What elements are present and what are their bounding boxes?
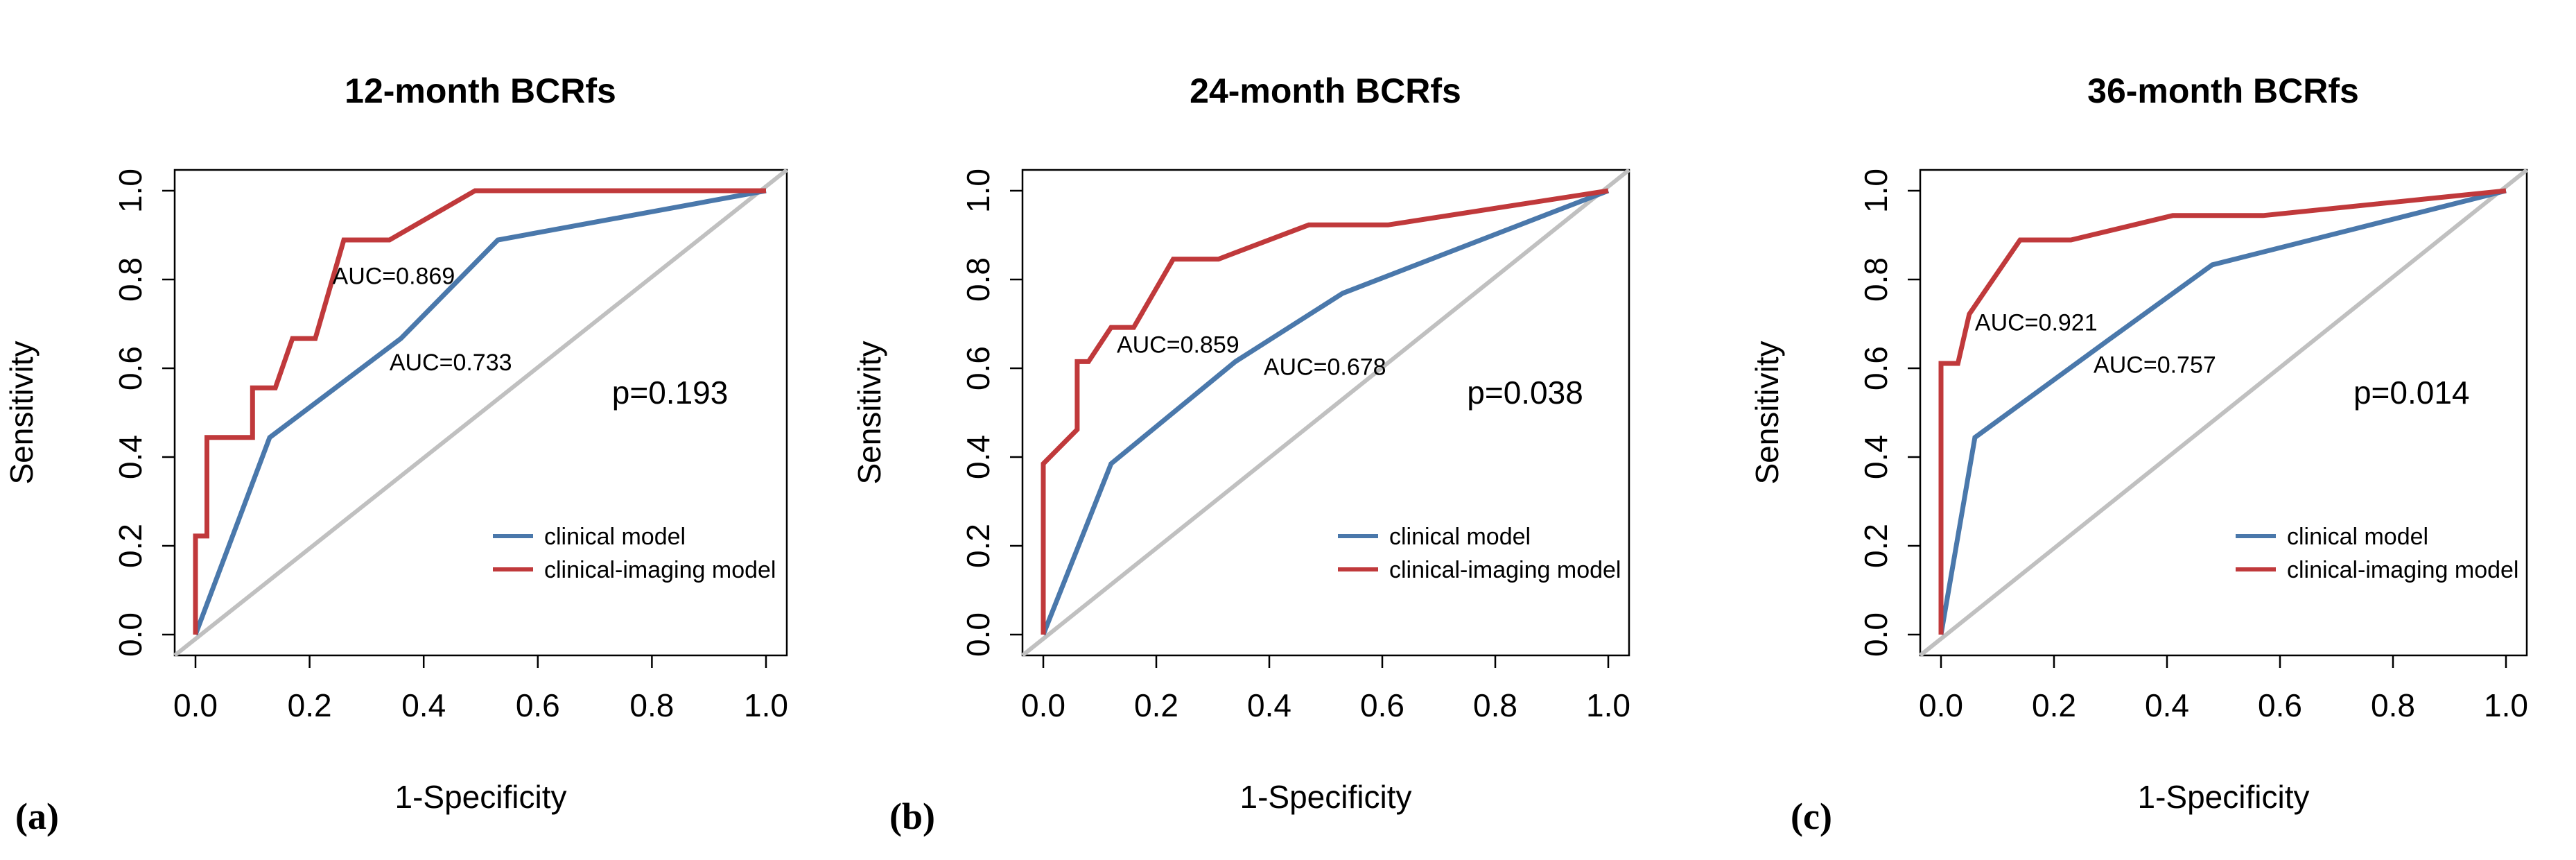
x-tick-label: 0.2 [2032, 687, 2076, 723]
legend-label: clinical model [1389, 524, 1531, 550]
p-value-annotation: p=0.014 [2353, 375, 2470, 411]
x-tick-label: 1.0 [1586, 687, 1630, 723]
auc-annotation: AUC=0.678 [1264, 354, 1386, 381]
y-tick-label: 1.0 [112, 169, 148, 213]
roc-panel-3: 36-month BCRfs 0.0 0.2 0.4 0.6 0.8 1.0 0.0 0.2 0.… [1749, 71, 2528, 837]
auc-annotation: AUC=0.733 [390, 350, 512, 376]
x-tick-label: 0.6 [1360, 687, 1404, 723]
chart-title: 24-month BCRfs [1190, 71, 1461, 110]
x-tick-label: 0.2 [1134, 687, 1178, 723]
roc-curve-clinical [1041, 188, 1610, 636]
plot-frame [1021, 169, 1630, 657]
y-axis-label: Sensitivity [1749, 341, 1785, 484]
y-tick-label: 0.6 [1858, 346, 1894, 390]
plot-frame [1919, 169, 2528, 657]
y-tick-label: 0.4 [112, 435, 148, 479]
roc-panel-1: 12-month BCRfs 0.0 0.2 0.4 0.6 0.8 1.0 0.0 0.2 0.… [3, 71, 788, 837]
y-tick-label: 0.4 [1858, 435, 1894, 479]
y-tick-label: 1.0 [1858, 169, 1894, 213]
roc-curve-clinical-imaging [193, 188, 766, 635]
x-axis-label: 1-Specificity [395, 779, 567, 815]
x-tick-label: 0.8 [1473, 687, 1517, 723]
y-tick-label: 0.8 [960, 257, 996, 302]
y-tick-label: 0.0 [1858, 612, 1894, 657]
x-tick-label: 0.0 [1021, 687, 1065, 723]
roc-curve-clinical [1938, 188, 2507, 635]
auc-annotation: AUC=0.859 [1117, 332, 1239, 359]
y-tick-label: 0.2 [1858, 524, 1894, 568]
p-value-annotation: p=0.193 [612, 375, 729, 411]
x-tick-label: 0.4 [401, 687, 446, 723]
panel-letter: (c) [1791, 796, 1832, 837]
y-tick-label: 0.0 [112, 612, 148, 657]
y-tick-label: 0.0 [960, 612, 996, 657]
auc-annotation: AUC=0.757 [2094, 352, 2216, 378]
y-tick-label: 0.8 [1858, 257, 1894, 302]
roc-curve-clinical-imaging [1938, 188, 2507, 635]
roc-panel-2: 24-month BCRfs 0.0 0.2 0.4 0.6 0.8 1.0 0.0 0.2 0.… [851, 71, 1630, 837]
reference-diagonal [173, 168, 788, 657]
x-axis-label: 1-Specificity [1240, 779, 1412, 815]
y-axis-label: Sensitivity [851, 341, 887, 484]
x-tick-label: 0.6 [516, 687, 560, 723]
legend-label: clinical model [544, 524, 686, 550]
x-tick-label: 0.8 [2371, 687, 2415, 723]
x-tick-label: 0.2 [288, 687, 332, 723]
roc-curve-clinical-imaging [1041, 188, 1609, 635]
auc-annotation: AUC=0.869 [333, 263, 455, 289]
roc-curve-clinical [193, 188, 767, 636]
plot-frame [173, 169, 788, 657]
y-axis-label: Sensitivity [3, 341, 40, 484]
y-tick-label: 1.0 [960, 169, 996, 213]
x-tick-label: 0.4 [2145, 687, 2189, 723]
legend-label: clinical-imaging model [2287, 557, 2518, 583]
legend-label: clinical-imaging model [544, 557, 776, 583]
x-tick-label: 0.0 [173, 687, 218, 723]
x-tick-label: 1.0 [744, 687, 788, 723]
x-tick-label: 1.0 [2484, 687, 2528, 723]
chart-title: 36-month BCRfs [2087, 71, 2359, 110]
legend-label: clinical model [2287, 524, 2428, 550]
reference-diagonal [1919, 168, 2528, 657]
y-tick-label: 0.6 [112, 346, 148, 390]
y-tick-label: 0.2 [112, 524, 148, 568]
legend-label: clinical-imaging model [1389, 557, 1621, 583]
y-tick-label: 0.2 [960, 524, 996, 568]
x-tick-label: 0.6 [2258, 687, 2302, 723]
x-tick-label: 0.0 [1919, 687, 1963, 723]
x-axis-label: 1-Specificity [2138, 779, 2310, 815]
chart-title: 12-month BCRfs [345, 71, 616, 110]
auc-annotation: AUC=0.921 [1975, 310, 2098, 336]
panel-letter: (b) [889, 796, 935, 837]
x-tick-label: 0.8 [629, 687, 674, 723]
y-tick-label: 0.4 [960, 435, 996, 479]
panel-letter: (a) [15, 796, 59, 837]
x-tick-label: 0.4 [1247, 687, 1291, 723]
p-value-annotation: p=0.038 [1467, 375, 1583, 411]
y-tick-label: 0.8 [112, 257, 148, 302]
y-tick-label: 0.6 [960, 346, 996, 390]
reference-diagonal [1021, 168, 1630, 657]
